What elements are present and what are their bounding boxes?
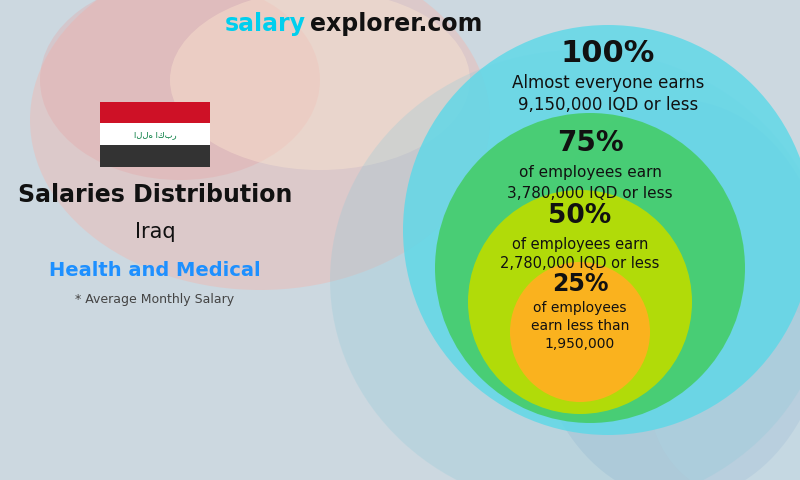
Text: Salaries Distribution: Salaries Distribution — [18, 183, 292, 207]
Text: salary: salary — [225, 12, 306, 36]
Text: 25%: 25% — [552, 272, 608, 296]
Text: 9,150,000 IQD or less: 9,150,000 IQD or less — [518, 96, 698, 114]
Text: earn less than: earn less than — [531, 319, 629, 333]
Text: Iraq: Iraq — [134, 222, 175, 242]
Text: الله اكبر: الله اكبر — [134, 130, 176, 139]
Text: of employees: of employees — [534, 301, 626, 315]
Text: 50%: 50% — [548, 203, 612, 229]
Text: 1,950,000: 1,950,000 — [545, 337, 615, 351]
Text: Health and Medical: Health and Medical — [49, 261, 261, 279]
Ellipse shape — [330, 50, 800, 480]
Ellipse shape — [40, 0, 320, 180]
Ellipse shape — [170, 0, 470, 170]
Circle shape — [403, 25, 800, 435]
Text: of employees earn: of employees earn — [512, 237, 648, 252]
Text: 3,780,000 IQD or less: 3,780,000 IQD or less — [507, 185, 673, 201]
Ellipse shape — [650, 300, 800, 480]
Circle shape — [435, 113, 745, 423]
Bar — [100, 102, 210, 123]
Text: 2,780,000 IQD or less: 2,780,000 IQD or less — [500, 255, 660, 271]
Bar — [100, 123, 210, 145]
Circle shape — [468, 190, 692, 414]
Text: 75%: 75% — [557, 129, 623, 157]
Circle shape — [510, 262, 650, 402]
Ellipse shape — [530, 100, 800, 480]
Text: explorer.com: explorer.com — [310, 12, 482, 36]
Text: 100%: 100% — [561, 38, 655, 68]
Ellipse shape — [30, 0, 490, 290]
Bar — [100, 145, 210, 167]
Text: Almost everyone earns: Almost everyone earns — [512, 74, 704, 92]
Text: * Average Monthly Salary: * Average Monthly Salary — [75, 293, 234, 307]
Text: of employees earn: of employees earn — [518, 166, 662, 180]
